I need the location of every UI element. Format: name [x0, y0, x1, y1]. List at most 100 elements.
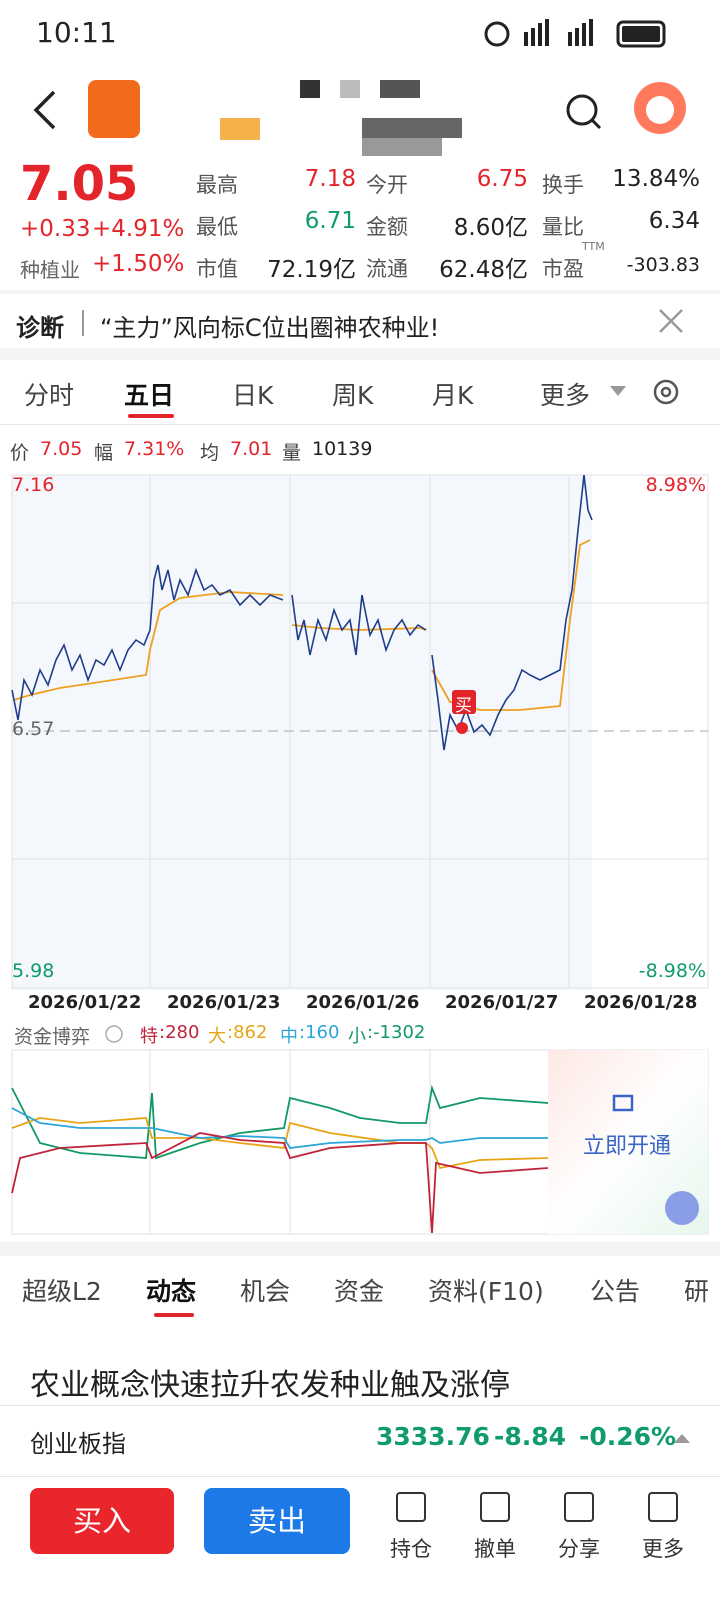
fund-name: 特 — [140, 1026, 158, 1047]
price-chart — [11, 474, 709, 990]
status-time: 10:11 — [36, 16, 117, 49]
unlock[interactable]: 立即开通 — [583, 1134, 672, 1159]
info-label: 价 — [10, 442, 30, 464]
fund-title: 资金博弈 — [14, 1026, 91, 1048]
divider — [0, 348, 720, 360]
fund-value: :280 — [159, 1022, 200, 1043]
info-tab[interactable]: 公告 — [590, 1277, 641, 1306]
tab-underline — [128, 414, 174, 418]
tool-icon — [648, 1492, 678, 1522]
news-headline[interactable]: 农业概念快速拉升农发种业触及涨停 — [30, 1368, 510, 1403]
info-tab[interactable]: 研 — [684, 1277, 710, 1306]
tool-icon — [396, 1492, 426, 1522]
axis-mid: 6.57 — [12, 718, 55, 740]
chart-tab[interactable]: 更多 — [540, 381, 591, 410]
change-pct: +4.91% — [92, 216, 185, 242]
close-icon[interactable] — [658, 308, 684, 334]
axis-bottom-pct: -8.98% — [638, 960, 706, 982]
change: +0.33 — [20, 216, 91, 242]
stat-value: 7.18 — [304, 166, 356, 192]
info-tab[interactable]: 资金 — [334, 1277, 385, 1306]
sector: 种植业 — [20, 258, 80, 282]
date-label: 2026/01/22 — [28, 992, 142, 1013]
axis-bottom: 5.98 — [12, 960, 55, 982]
chart-tab[interactable]: 分时 — [24, 381, 75, 410]
stat-value: 62.48亿 — [439, 257, 528, 283]
date-label: 2026/01/23 — [167, 992, 281, 1013]
stat-value: 72.19亿 — [267, 257, 356, 283]
index-name: 创业板指 — [30, 1430, 126, 1458]
arrow-up — [674, 1434, 690, 1443]
sell-button[interactable]: 卖出 — [204, 1488, 350, 1554]
info-value: 7.05 — [40, 438, 83, 460]
info-label: 幅 — [94, 442, 114, 464]
info-value: 7.01 — [230, 438, 273, 460]
info-tab[interactable]: 超级L2 — [22, 1277, 102, 1306]
fund-name: 小 — [348, 1026, 366, 1047]
buy-button[interactable]: 买入 — [30, 1488, 174, 1554]
fund-name: 大 — [208, 1026, 226, 1047]
header — [33, 80, 686, 156]
date-label: 2026/01/26 — [306, 992, 420, 1013]
stat-label: 流通 — [366, 257, 408, 281]
info-tab[interactable]: 资料(F10) — [428, 1277, 544, 1306]
separator — [82, 310, 84, 336]
stat-label: 最低 — [196, 215, 238, 239]
info-label: 量 — [282, 442, 302, 464]
info-icon[interactable] — [104, 1024, 124, 1044]
diagnosis-text[interactable]: “主力”风向标C位出圈神农种业! — [100, 314, 440, 342]
stat-value: 6.34 — [648, 208, 700, 234]
stat-label: 最高 — [196, 173, 238, 197]
stat-label: 量比 — [542, 215, 584, 239]
price: 7.05 — [20, 156, 139, 212]
chart-tab[interactable]: 周K — [332, 381, 374, 410]
info-tab[interactable]: 动态 — [146, 1277, 197, 1306]
stat-value: 13.84% — [612, 166, 700, 192]
diagnosis-label: 诊断 — [16, 314, 64, 342]
fund-chart — [11, 1049, 709, 1235]
settings-icon[interactable] — [650, 376, 682, 408]
divider — [0, 1242, 720, 1256]
date-label: 2026/01/27 — [445, 992, 559, 1013]
tool-label[interactable]: 持仓 — [390, 1537, 432, 1561]
fund-value: :-1302 — [367, 1022, 426, 1043]
divider — [0, 290, 720, 294]
tool-label[interactable]: 撤单 — [474, 1537, 516, 1561]
fund-name: 中 — [280, 1026, 298, 1047]
chart-tab[interactable]: 日K — [232, 381, 274, 410]
stat-value: 6.71 — [304, 208, 356, 234]
info-tab[interactable]: 机会 — [240, 1277, 291, 1306]
tab-underline — [154, 1313, 194, 1317]
chart-tab[interactable]: 五日 — [124, 381, 175, 410]
stat-label: 市值 — [196, 257, 238, 281]
tool-icon — [564, 1492, 594, 1522]
stat-label: 金额 — [366, 215, 408, 239]
fund-value: :160 — [299, 1022, 340, 1043]
stat-value: 8.60亿 — [453, 215, 528, 241]
dropdown-icon — [610, 386, 626, 396]
fund-value: :862 — [227, 1022, 268, 1043]
index-bar[interactable] — [0, 1405, 720, 1477]
stat-label: 今开 — [366, 173, 408, 197]
tool-label[interactable]: 分享 — [558, 1537, 600, 1561]
index-value: 3333.76 — [376, 1422, 490, 1451]
status-icons — [484, 19, 666, 48]
date-label: 2026/01/28 — [584, 992, 698, 1013]
info-label: 均 — [200, 442, 220, 464]
stat-label: 换手 — [542, 173, 584, 197]
chart-tab[interactable]: 月K — [432, 381, 474, 410]
sector-pct: +1.50% — [92, 251, 185, 277]
stat-label: 市盈 — [542, 257, 584, 281]
stat-sup: TTM — [582, 240, 605, 253]
index-change: -8.84 — [494, 1422, 567, 1451]
stat-value: 6.75 — [476, 166, 528, 192]
axis-top-pct: 8.98% — [645, 474, 706, 496]
axis-top: 7.16 — [12, 474, 55, 496]
tool-icon — [480, 1492, 510, 1522]
stat-value: -303.83 — [626, 254, 700, 276]
tool-label[interactable]: 更多 — [642, 1537, 684, 1561]
divider — [0, 424, 720, 425]
buy-marker: 买 — [455, 696, 472, 716]
info-value: 10139 — [312, 438, 373, 460]
